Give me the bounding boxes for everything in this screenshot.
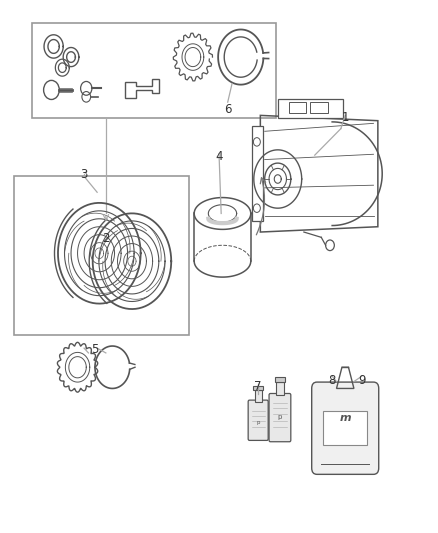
Text: p: p [256, 421, 260, 425]
FancyBboxPatch shape [248, 400, 268, 440]
Text: 8: 8 [328, 374, 336, 386]
Text: 5: 5 [91, 343, 99, 357]
Text: 4: 4 [215, 150, 223, 163]
Bar [252, 126, 262, 221]
Bar [253, 386, 263, 390]
Bar [254, 390, 261, 402]
Bar [275, 377, 285, 382]
Text: 9: 9 [358, 374, 365, 386]
Bar [289, 102, 306, 113]
Bar [323, 411, 367, 446]
Bar [32, 22, 276, 118]
Text: p: p [278, 414, 282, 419]
Text: m: m [339, 413, 351, 423]
Bar [278, 100, 343, 118]
Bar [276, 382, 284, 395]
Text: 7: 7 [254, 381, 262, 393]
Bar [14, 176, 188, 335]
Text: 3: 3 [81, 168, 88, 181]
FancyBboxPatch shape [312, 382, 379, 474]
FancyBboxPatch shape [269, 393, 291, 442]
Text: 6: 6 [224, 103, 231, 116]
Bar [311, 102, 328, 113]
Text: 2: 2 [102, 232, 110, 245]
Text: 1: 1 [342, 111, 349, 124]
